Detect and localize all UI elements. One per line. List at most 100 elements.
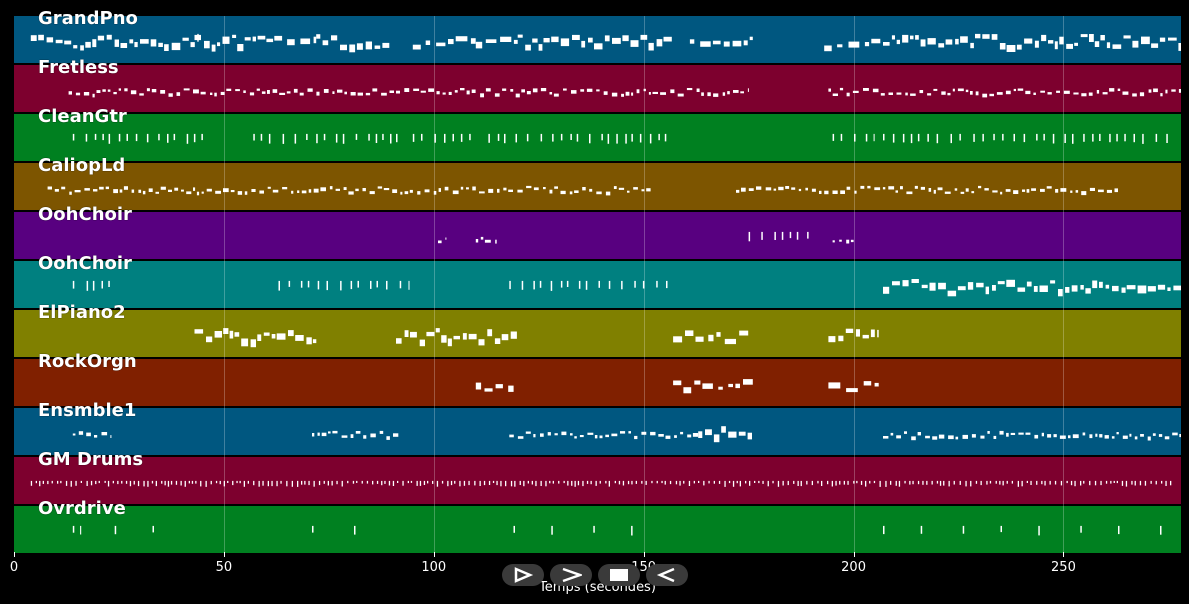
note [399,280,402,289]
note [890,432,894,436]
note [210,480,212,485]
note [282,187,288,190]
note [223,188,229,193]
note [982,133,984,142]
track-4[interactable]: CaliopLd [14,155,1181,210]
note [1048,40,1054,44]
note [664,480,666,485]
note [1074,42,1078,46]
note [86,280,89,291]
note [920,186,925,190]
note [267,480,269,487]
note [607,133,610,144]
note [424,189,430,193]
track-5[interactable]: OohChoir [14,204,1181,259]
note [828,336,836,343]
note [417,191,421,195]
axis-tick [853,552,855,557]
note [191,480,194,484]
note [372,88,378,92]
note [1054,41,1058,50]
track-2[interactable]: Fretless [14,57,1181,112]
note [383,188,390,191]
note [880,93,885,96]
note [921,284,928,289]
note [83,92,90,96]
note [915,35,919,40]
track-notes [72,525,1162,536]
track-7[interactable]: ElPiano2 [14,302,1181,357]
note [404,88,410,92]
note [274,35,283,41]
note [445,237,447,240]
note [883,42,890,46]
note [206,336,213,343]
note [452,133,454,142]
note [791,187,796,190]
note [962,525,965,534]
note [680,431,684,435]
note [143,480,145,487]
note [948,435,954,440]
rewind-button[interactable] [646,564,688,586]
note [1080,480,1082,486]
note [150,39,157,47]
note [985,286,989,295]
play-button[interactable] [550,564,592,586]
note [683,387,692,394]
note [943,480,945,486]
note [1085,288,1091,294]
note [1059,435,1066,439]
note [1006,480,1008,484]
note [1072,133,1074,144]
note [388,480,391,486]
note [329,186,333,190]
note [925,435,930,439]
note [188,480,190,484]
note [1036,480,1038,485]
note [1073,92,1079,95]
play-from-start-button[interactable] [502,564,544,586]
note [817,480,819,484]
note [865,133,868,142]
track-6[interactable]: OohChoir [14,253,1181,308]
note [1121,287,1126,293]
note [80,45,84,51]
note [879,480,881,487]
note [927,133,929,142]
note [1137,285,1147,294]
note [571,90,577,94]
note [181,189,184,192]
note [73,45,78,49]
note [1092,280,1098,289]
note [549,189,553,194]
note [479,480,481,486]
note [288,280,291,287]
note [1072,434,1079,439]
note [514,480,516,487]
note [1160,525,1162,535]
track-10[interactable]: GM Drums [14,449,1181,504]
track-11[interactable]: Ovrdrive [14,498,1181,553]
note [605,434,609,438]
note [664,133,667,142]
note [432,480,434,484]
note [75,480,77,486]
play-icon [562,567,582,583]
note [182,37,189,41]
tick-label: 100 [421,560,447,575]
track-9[interactable]: Ensmble1 [14,400,1181,455]
note [407,480,409,484]
note [902,280,909,287]
track-1[interactable]: GrandPno [14,8,1181,63]
track-8[interactable]: RockOrgn [14,351,1181,406]
note [312,525,314,533]
track-3[interactable]: CleanGtr [14,106,1181,161]
note [158,42,163,47]
note [331,35,338,41]
note [470,38,476,44]
note [291,480,293,487]
note [574,480,576,487]
note [1092,133,1094,142]
stop-button[interactable] [598,564,640,586]
